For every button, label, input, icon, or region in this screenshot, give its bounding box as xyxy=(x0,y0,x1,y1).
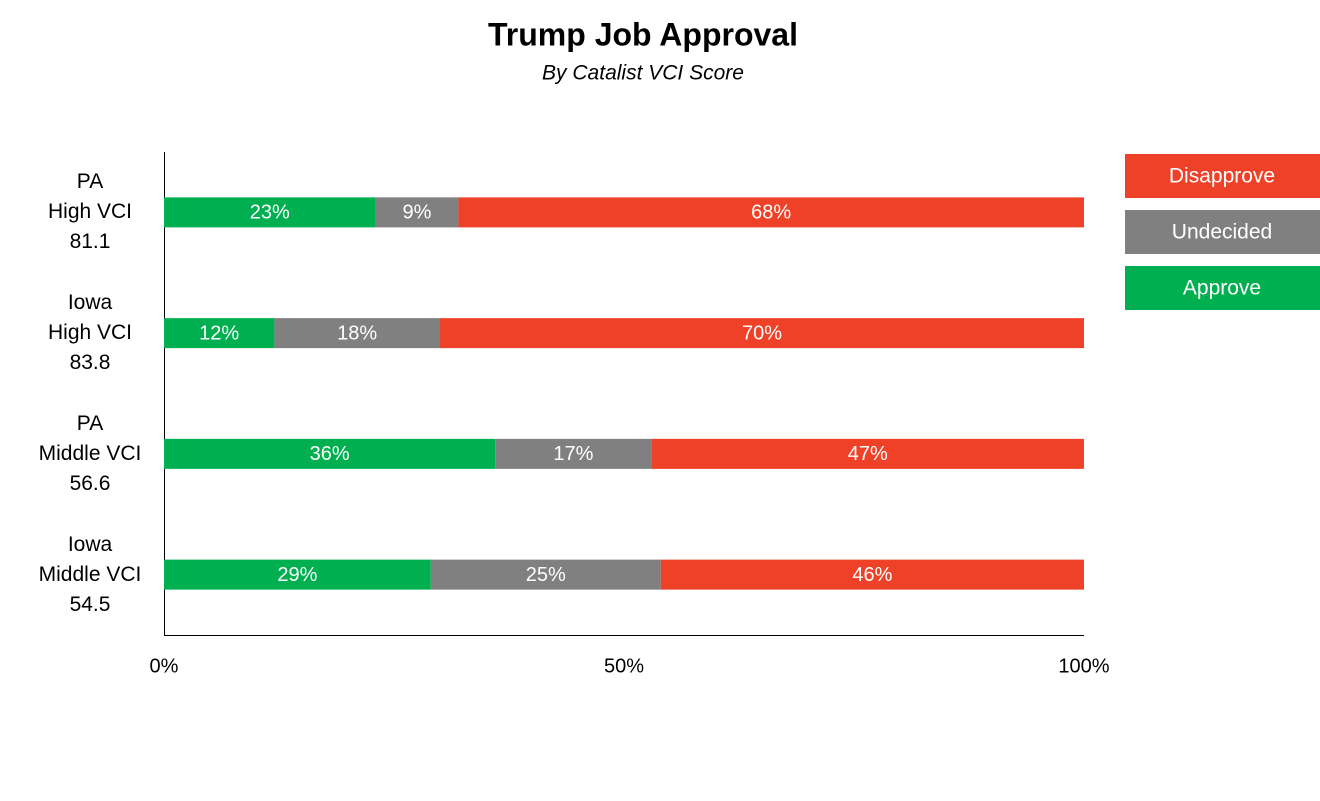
legend-swatch xyxy=(1125,154,1320,198)
bar-segment xyxy=(375,197,459,228)
chart-subtitle: By Catalist VCI Score xyxy=(542,62,744,85)
data-label: 23% xyxy=(250,202,290,224)
y-tick-label: PA High VCI 81.1 xyxy=(47,170,133,254)
data-label: 46% xyxy=(852,564,892,586)
legend-label: Disapprove xyxy=(1169,165,1275,188)
bar-segment xyxy=(660,559,1084,590)
legend-swatch xyxy=(1125,210,1320,254)
bar-segment xyxy=(164,559,431,590)
x-tick-label: 100% xyxy=(1058,655,1109,677)
data-label: 9% xyxy=(403,202,432,224)
data-label: 25% xyxy=(526,564,566,586)
data-label: 36% xyxy=(310,443,350,465)
bar-segment xyxy=(164,197,376,228)
data-label: 17% xyxy=(553,443,593,465)
x-tick-label: 50% xyxy=(604,655,644,677)
x-tick-label: 0% xyxy=(150,655,179,677)
data-label: 12% xyxy=(199,322,239,344)
y-tick-label: PA Middle VCI 56.6 xyxy=(38,411,142,495)
bar-segment xyxy=(440,318,1084,349)
data-label: 70% xyxy=(742,322,782,344)
legend-label: Undecided xyxy=(1172,221,1272,244)
data-label: 29% xyxy=(277,564,317,586)
bar-segment xyxy=(651,438,1084,469)
bar-segment xyxy=(164,438,496,469)
data-label: 68% xyxy=(751,202,791,224)
legend-swatch xyxy=(1125,266,1320,310)
data-label: 18% xyxy=(337,322,377,344)
data-label: 47% xyxy=(848,443,888,465)
y-tick-label: Iowa High VCI 83.8 xyxy=(47,291,133,375)
bar-segment xyxy=(274,318,440,349)
bar-segment xyxy=(430,559,661,590)
bar-segment xyxy=(458,197,1084,228)
chart-title: Trump Job Approval xyxy=(488,16,798,52)
bar-segment xyxy=(164,318,275,349)
bar-segment xyxy=(495,438,652,469)
legend-label: Approve xyxy=(1183,277,1261,300)
y-tick-label: Iowa Middle VCI 54.5 xyxy=(38,532,142,616)
